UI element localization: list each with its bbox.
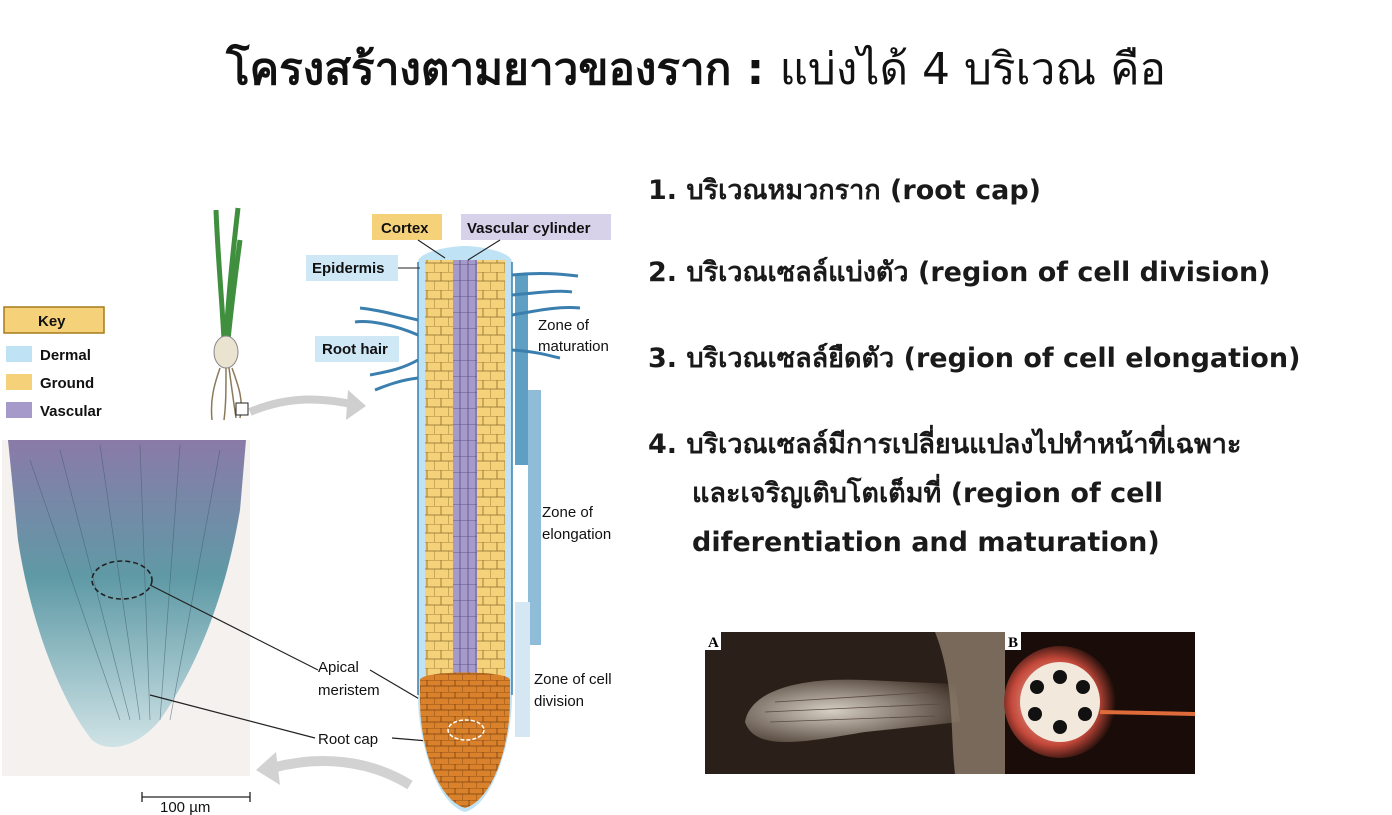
zone-division-label-2: division (534, 693, 584, 710)
zone-elongation-label-1: Zone of (542, 504, 594, 521)
legend-ground: Ground (40, 375, 94, 392)
root-hair-label-box (315, 336, 399, 362)
cortex-label-box (372, 214, 442, 240)
micrograph-panels: A B (705, 632, 1195, 774)
list-item-cell-division: 2. บริเวณเซลล์แบ่งตัว (region of cell di… (648, 257, 1271, 288)
seedling-icon (210, 207, 249, 421)
vascular-cylinder-label-box (461, 214, 611, 240)
root-diagram: Key Dermal Ground Vascular 100 µm (2, 207, 612, 815)
root-longitudinal-section (354, 246, 581, 812)
enlarge-arrow (248, 395, 357, 416)
root-tip-micrograph (2, 440, 250, 776)
root-cap-pointer-left (149, 694, 316, 739)
apical-meristem-label-2: meristem (318, 682, 380, 699)
zone-maturation-label-2: maturation (538, 338, 609, 355)
return-arrow (270, 756, 413, 790)
zone-division-label-1: Zone of cell (534, 671, 612, 688)
title-separator: : (731, 44, 780, 95)
zone-bar-maturation (515, 275, 528, 465)
slide-title: โครงสร้างตามยาวของราก : แบ่งได้ 4 บริเวณ… (0, 34, 1392, 104)
root-cap-label: Root cap (318, 731, 378, 748)
enlarge-arrowhead (346, 390, 366, 420)
list-item-4-line3: diferentiation and maturation) (692, 527, 1160, 558)
zone-bar-division (515, 602, 530, 737)
list-item-4-line1: 4. บริเวณเซลล์มีการเปลี่ยนแปลงไปทำหน้าที… (648, 429, 1242, 460)
apical-meristem-pointer-left (149, 584, 319, 671)
return-arrowhead (256, 752, 280, 785)
legend-dermal: Dermal (40, 347, 91, 364)
root-hair-lines (354, 271, 581, 392)
scale-label: 100 µm (160, 799, 210, 815)
zone-bar-elongation (528, 390, 541, 645)
zone-maturation-label-1: Zone of (538, 317, 590, 334)
root-hair-label: Root hair (322, 341, 388, 358)
panel-a-label: A (708, 635, 719, 651)
vascular-cylinder-label: Vascular cylinder (467, 220, 591, 237)
list-item-root-cap: 1. บริเวณหมวกราก (root cap) (648, 175, 1041, 206)
title-rest: แบ่งได้ 4 บริเวณ คือ (779, 44, 1166, 95)
cortex-label: Cortex (381, 220, 429, 237)
legend-key: Key Dermal Ground Vascular (3, 306, 105, 420)
panel-b-label: B (1008, 635, 1018, 651)
epidermis-label-box (306, 255, 398, 281)
legend-vascular: Vascular (40, 403, 102, 420)
epidermis-label: Epidermis (312, 260, 385, 277)
list-item-cell-elongation: 3. บริเวณเซลล์ยืดตัว (region of cell elo… (648, 343, 1301, 374)
title-main: โครงสร้างตามยาวของราก (226, 44, 732, 95)
zone-elongation-label-2: elongation (542, 526, 611, 543)
legend-title: Key (38, 313, 66, 330)
list-item-4-line2: และเจริญเติบโตเต็มที่ (region of cell (692, 478, 1163, 509)
apical-meristem-label-1: Apical (318, 659, 359, 676)
scale-bar (141, 792, 251, 802)
list-item-differentiation: 4. บริเวณเซลล์มีการเปลี่ยนแปลงไปทำหน้าที… (648, 422, 1241, 563)
